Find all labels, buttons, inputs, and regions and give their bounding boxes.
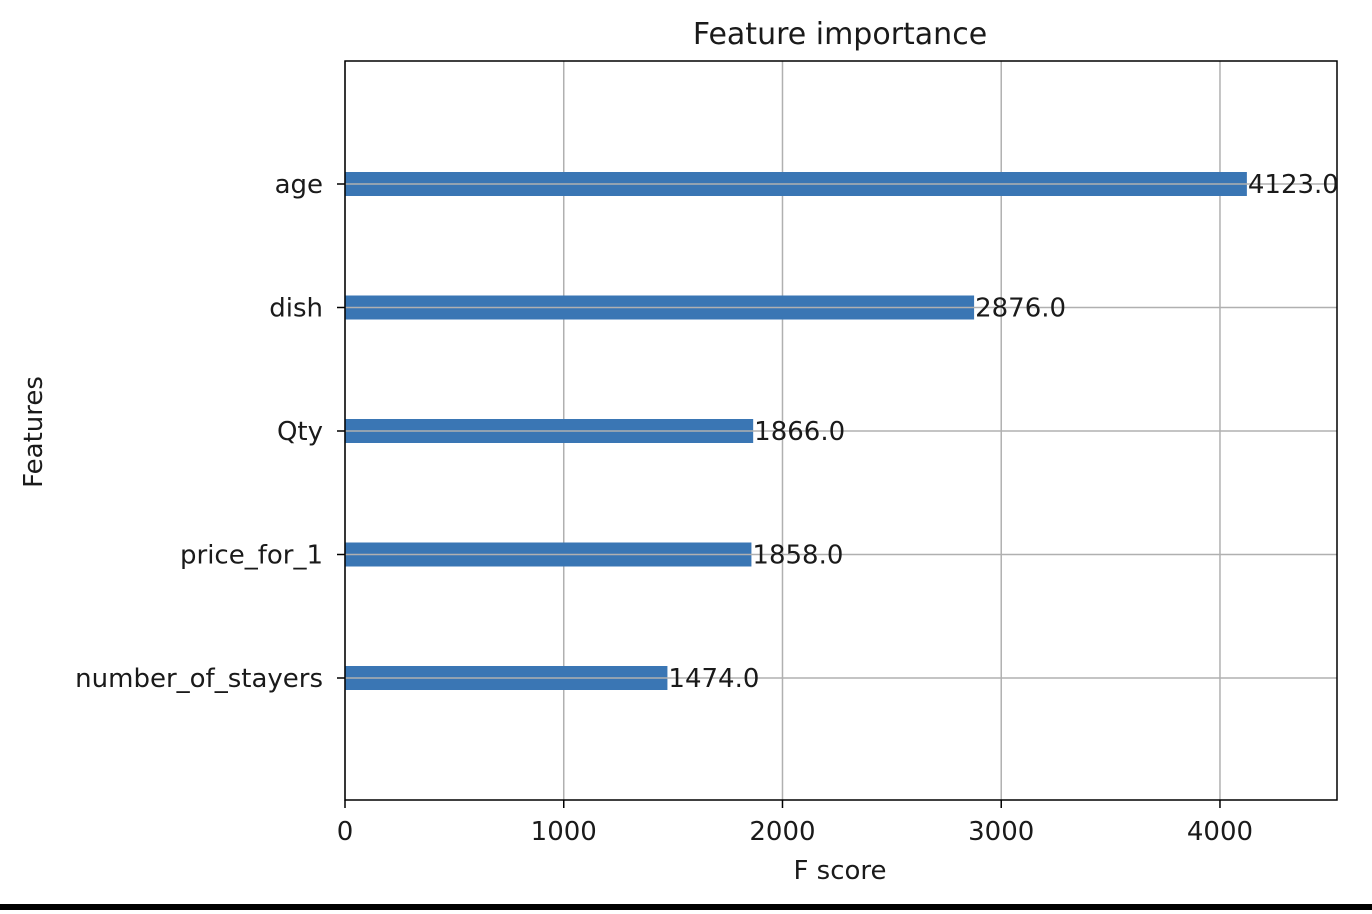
- ticks: 0 1000 2000 3000 4000 age dish Qty price_for_1nu…: [75, 170, 1253, 847]
- value-label: 1858.0: [752, 541, 843, 571]
- y-tick-label: age: [275, 170, 323, 200]
- value-label: 1474.0: [668, 664, 759, 694]
- value-label: 1866.0: [754, 417, 845, 447]
- y-tick-label: dish: [269, 294, 323, 324]
- x-axis-label: F score: [793, 856, 886, 886]
- y-tick-label: price_for_1: [180, 541, 323, 571]
- y-tick-label: number_of_stayers: [75, 664, 323, 694]
- x-tick-label: 1000: [531, 817, 597, 847]
- value-label: 4123.0: [1248, 170, 1339, 200]
- x-tick-label: 4000: [1187, 817, 1253, 847]
- y-axis-label: Features: [19, 376, 49, 488]
- x-tick-label: 2000: [749, 817, 815, 847]
- bottom-border: [0, 904, 1372, 910]
- y-tick-label: Qty: [277, 417, 323, 447]
- chart-title: Feature importance: [693, 17, 987, 52]
- x-tick-label: 0: [337, 817, 354, 847]
- value-label: 2876.0: [975, 294, 1066, 324]
- x-tick-label: 3000: [968, 817, 1034, 847]
- horizontal-grid-lines: [345, 183, 1337, 679]
- value-labels: 4123.0 2876.0 1866.0 1858.0 1474.0: [668, 170, 1338, 694]
